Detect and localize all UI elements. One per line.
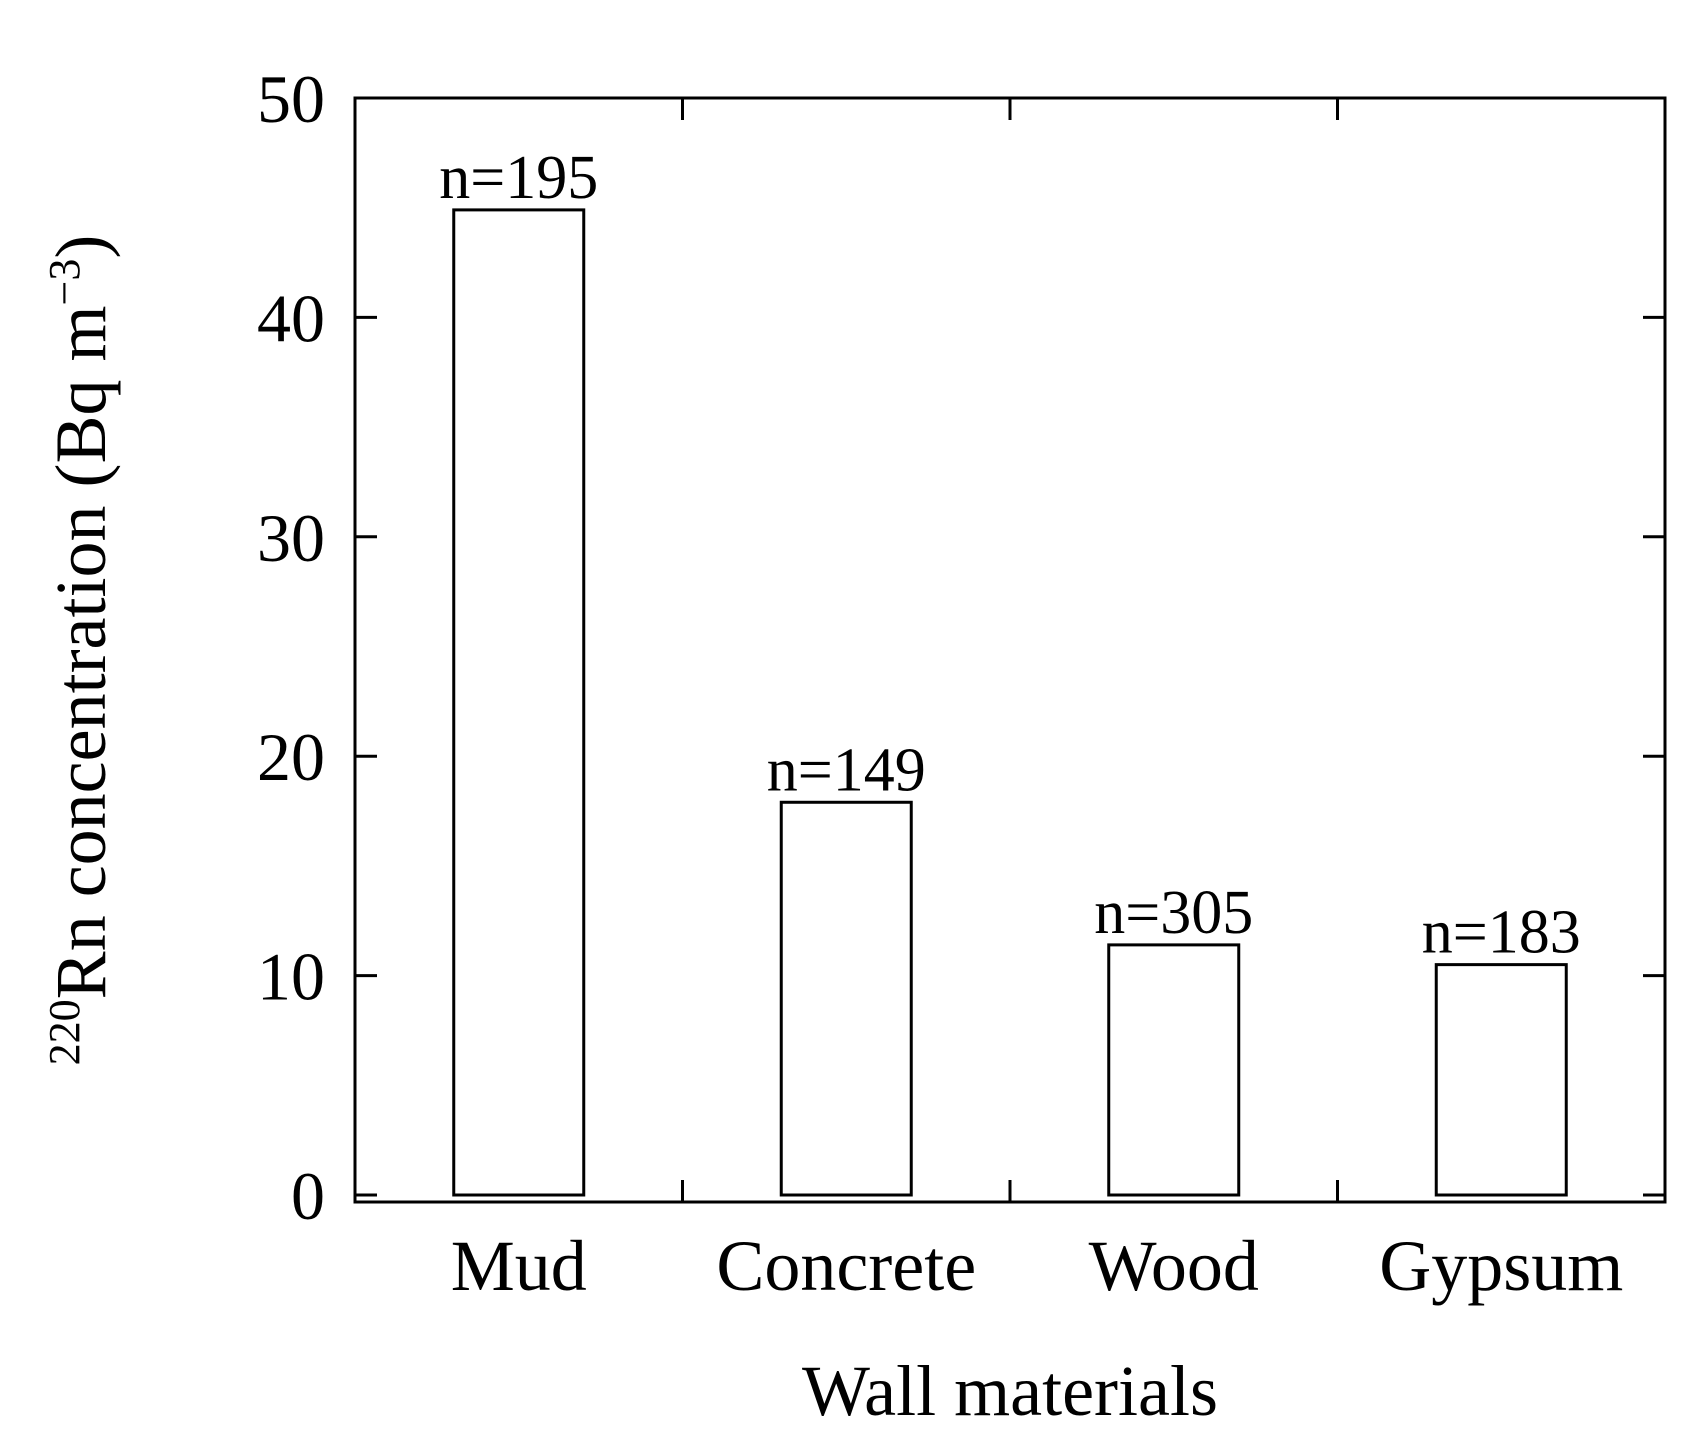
bar-count-label: n=149 [767,736,926,804]
y-tick-label: 30 [257,500,325,576]
x-category-label: Mud [451,1226,587,1306]
bar-count-label: n=305 [1094,879,1253,947]
bar-gypsum [1434,963,1568,1197]
y-axis-title-exponent: −3 [40,259,89,306]
x-category-label: Wood [1089,1226,1259,1306]
bars: n=195 n=149 n=305 n=183 [439,144,1581,1197]
x-axis-title: Wall materials [802,1351,1218,1431]
x-category-label: Concrete [716,1226,976,1306]
y-tick-label: 0 [291,1158,325,1234]
y-axis-title-closing: ) [41,235,121,259]
x-axis-ticks [681,98,1339,1202]
x-axis-category-labels: Mud Concrete Wood Gypsum [451,1226,1624,1306]
y-tick-label: 20 [257,719,325,795]
y-axis-ticks: 0 10 20 30 40 50 [257,61,1665,1234]
bar-count-label: n=183 [1422,899,1581,967]
y-tick-label: 40 [257,280,325,356]
bar-count-label: n=195 [439,144,598,212]
y-tick-label: 50 [257,61,325,137]
y-axis-title: 220Rn concentration (Bq m−3) [40,235,121,1066]
bar-wood [1107,943,1241,1197]
x-category-label: Gypsum [1379,1226,1623,1306]
y-axis-title-superscript: 220 [40,999,89,1065]
y-axis-title-text: Rn concentration (Bq m [41,305,121,999]
bar-concrete [779,800,913,1197]
y-tick-label: 10 [257,939,325,1015]
bar-mud [452,208,586,1197]
